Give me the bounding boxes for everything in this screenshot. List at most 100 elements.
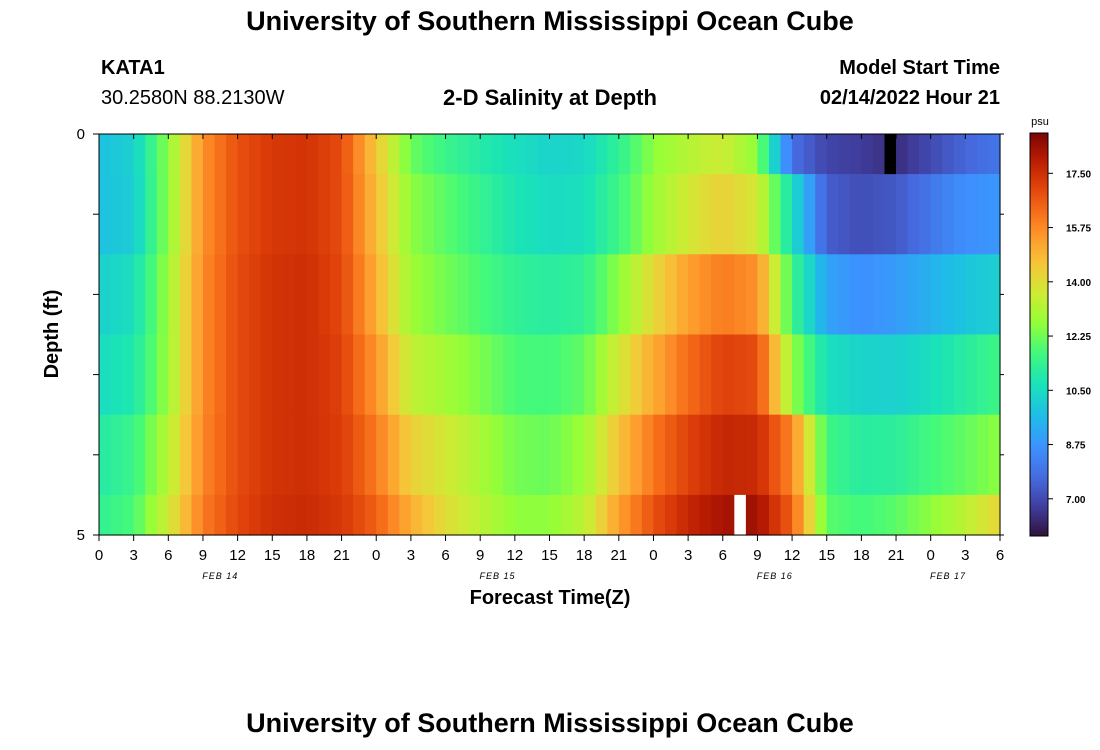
heatmap-cell bbox=[353, 174, 366, 255]
heatmap-cell bbox=[630, 174, 643, 255]
heatmap-cell bbox=[191, 174, 204, 255]
heatmap-cell bbox=[214, 334, 227, 416]
heatmap-cell bbox=[896, 414, 909, 496]
heatmap-cell bbox=[641, 254, 655, 336]
heatmap-cell bbox=[249, 134, 262, 175]
x-day-label: FEB 14 bbox=[202, 571, 238, 581]
heatmap-cell bbox=[849, 414, 862, 496]
heatmap-cell bbox=[618, 494, 631, 536]
heatmap-cell bbox=[919, 414, 932, 496]
heatmap-cell bbox=[387, 134, 400, 175]
heatmap-cell bbox=[572, 174, 585, 255]
heatmap-cell bbox=[399, 494, 412, 536]
heatmap-cell bbox=[584, 254, 597, 336]
heatmap-cell bbox=[433, 494, 447, 536]
heatmap-cell bbox=[780, 174, 793, 255]
heatmap-cell bbox=[283, 254, 296, 336]
heatmap-cell bbox=[792, 494, 805, 536]
heatmap-markers bbox=[734, 134, 897, 535]
heatmap-cell bbox=[849, 334, 862, 416]
heatmap-cell bbox=[930, 334, 943, 416]
heatmap-cell bbox=[942, 494, 955, 536]
heatmap-cell bbox=[387, 414, 400, 496]
heatmap-cell bbox=[191, 334, 204, 416]
heatmap-cell bbox=[330, 414, 343, 496]
heatmap-cell bbox=[919, 334, 932, 416]
heatmap-cell bbox=[595, 134, 608, 175]
heatmap-cell bbox=[988, 254, 1001, 336]
x-tick-label: 9 bbox=[199, 547, 207, 564]
heatmap-cell bbox=[457, 414, 470, 496]
heatmap-cell bbox=[422, 334, 435, 416]
heatmap-cell bbox=[330, 334, 343, 416]
heatmap-cell bbox=[919, 494, 932, 536]
heatmap-cell bbox=[780, 254, 793, 336]
heatmap-cell bbox=[99, 134, 112, 175]
heatmap-cell bbox=[630, 254, 643, 336]
heatmap-cell bbox=[849, 254, 862, 336]
heatmap-cell bbox=[699, 174, 712, 255]
heatmap-cell bbox=[249, 494, 262, 536]
heatmap-cell bbox=[468, 254, 481, 336]
heatmap-cell bbox=[480, 334, 493, 416]
heatmap-cell bbox=[815, 254, 828, 336]
heatmap-cell bbox=[618, 174, 631, 255]
heatmap-cell bbox=[179, 134, 193, 175]
heatmap-cell bbox=[410, 494, 424, 536]
heatmap-cell bbox=[584, 134, 597, 175]
heatmap-cell bbox=[942, 254, 955, 336]
heatmap-cell bbox=[283, 494, 296, 536]
heatmap-cell bbox=[896, 174, 909, 255]
x-tick-label: 3 bbox=[684, 547, 692, 564]
model-start-label: Model Start Time bbox=[839, 57, 1000, 79]
heatmap-cell bbox=[838, 174, 851, 255]
heatmap-cell bbox=[641, 134, 655, 175]
heatmap-cell bbox=[191, 134, 204, 175]
heatmap-cell bbox=[953, 254, 966, 336]
heatmap-cell bbox=[330, 134, 343, 175]
heatmap-cell bbox=[768, 334, 782, 416]
heatmap-cell bbox=[283, 414, 296, 496]
heatmap-cell bbox=[145, 494, 158, 536]
heatmap-cell bbox=[688, 174, 701, 255]
heatmap-cell bbox=[988, 134, 1001, 175]
x-tick-label: 3 bbox=[961, 547, 969, 564]
heatmap-cell bbox=[226, 254, 239, 336]
heatmap-cell bbox=[792, 254, 805, 336]
colorbar-tick-label: 14.00 bbox=[1066, 278, 1091, 289]
heatmap-cell bbox=[665, 134, 678, 175]
heatmap-cell bbox=[757, 174, 770, 255]
heatmap-cell bbox=[965, 254, 978, 336]
heatmap-cell bbox=[295, 254, 308, 336]
heatmap-cell bbox=[179, 334, 193, 416]
heatmap-cell bbox=[133, 494, 146, 536]
heatmap-cell bbox=[122, 334, 135, 416]
heatmap-cell bbox=[480, 414, 493, 496]
heatmap-cell bbox=[433, 414, 447, 496]
heatmap-cell bbox=[364, 134, 377, 175]
heatmap-cell bbox=[907, 334, 920, 416]
heatmap-cell bbox=[191, 414, 204, 496]
heatmap-cell bbox=[445, 334, 458, 416]
heatmap-cell bbox=[480, 134, 493, 175]
heatmap-cell bbox=[376, 414, 389, 496]
heatmap-cell bbox=[260, 334, 273, 416]
heatmap-cell bbox=[410, 174, 424, 255]
heatmap-cell bbox=[457, 134, 470, 175]
heatmap-cell bbox=[341, 334, 354, 416]
heatmap-cell bbox=[930, 254, 943, 336]
heatmap-cell bbox=[503, 334, 516, 416]
heatmap-cell bbox=[618, 134, 631, 175]
heatmap-cell bbox=[445, 414, 458, 496]
heatmap-cell bbox=[537, 174, 551, 255]
heatmap-cell bbox=[976, 254, 990, 336]
heatmap-cell bbox=[607, 134, 620, 175]
x-tick-label: 6 bbox=[996, 547, 1004, 564]
x-tick-label: 6 bbox=[719, 547, 727, 564]
heatmap-cell bbox=[410, 414, 424, 496]
heatmap-cell bbox=[168, 254, 181, 336]
heatmap-cell bbox=[168, 414, 181, 496]
heatmap-cell bbox=[803, 334, 816, 416]
heatmap-cell bbox=[283, 334, 296, 416]
heatmap-cell bbox=[630, 334, 643, 416]
